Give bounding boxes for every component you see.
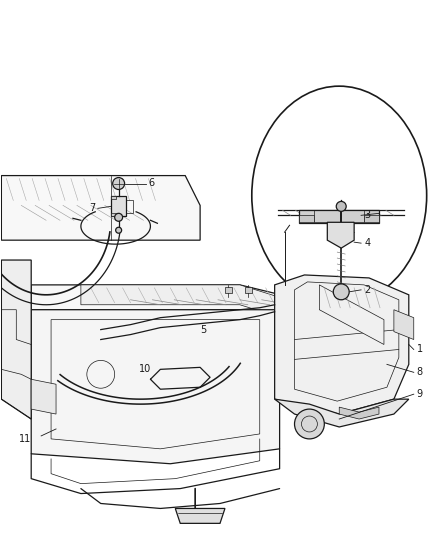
Polygon shape xyxy=(364,215,379,222)
Polygon shape xyxy=(31,310,279,464)
Polygon shape xyxy=(1,260,31,419)
Polygon shape xyxy=(31,379,56,414)
Polygon shape xyxy=(81,285,319,329)
Text: 2: 2 xyxy=(364,285,370,295)
Circle shape xyxy=(294,409,324,439)
Circle shape xyxy=(116,227,122,233)
Text: 3: 3 xyxy=(364,211,370,220)
Polygon shape xyxy=(327,222,354,248)
Polygon shape xyxy=(275,275,409,414)
Polygon shape xyxy=(275,399,409,427)
Text: 6: 6 xyxy=(148,177,155,188)
Text: 9: 9 xyxy=(417,389,423,399)
Polygon shape xyxy=(300,215,314,222)
Polygon shape xyxy=(111,197,126,216)
Text: 10: 10 xyxy=(138,365,151,374)
Polygon shape xyxy=(225,287,232,293)
Text: 1: 1 xyxy=(417,344,423,354)
Polygon shape xyxy=(300,211,379,223)
Circle shape xyxy=(115,213,123,221)
Polygon shape xyxy=(319,285,384,344)
Circle shape xyxy=(113,177,124,190)
Polygon shape xyxy=(245,287,252,293)
Polygon shape xyxy=(394,310,414,340)
Text: 11: 11 xyxy=(19,434,32,444)
Text: 8: 8 xyxy=(417,367,423,377)
Circle shape xyxy=(336,201,346,212)
Polygon shape xyxy=(1,175,200,240)
Polygon shape xyxy=(31,285,384,344)
Polygon shape xyxy=(339,407,379,419)
Polygon shape xyxy=(175,508,225,523)
Polygon shape xyxy=(111,197,116,199)
Ellipse shape xyxy=(252,86,427,305)
Text: 4: 4 xyxy=(364,238,370,248)
Polygon shape xyxy=(111,213,116,216)
Text: 7: 7 xyxy=(89,204,96,213)
Circle shape xyxy=(333,284,349,300)
Text: 5: 5 xyxy=(200,325,206,335)
